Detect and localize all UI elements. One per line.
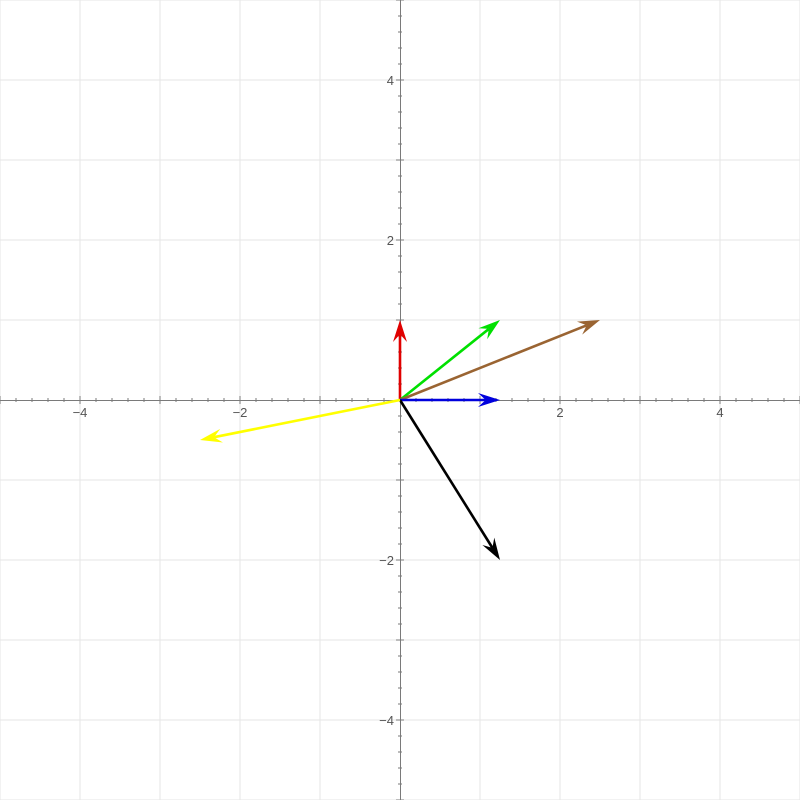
- vector-arrowhead: [393, 320, 407, 342]
- vector-4: [400, 393, 500, 407]
- vector-shaft: [399, 327, 490, 402]
- x-tick-label: 2: [556, 405, 563, 420]
- x-tick-label: −2: [233, 405, 248, 420]
- vector-5: [398, 399, 500, 560]
- vector-3: [399, 320, 600, 402]
- x-tick-label: 4: [716, 405, 723, 420]
- vector-6: [200, 398, 401, 443]
- vectors: [200, 320, 600, 560]
- vector-shaft: [398, 399, 494, 549]
- y-tick-label: 4: [387, 73, 394, 88]
- vector-shaft: [213, 398, 401, 439]
- x-tick-label: −4: [73, 405, 88, 420]
- vector-1: [393, 320, 407, 400]
- vector-arrowhead: [478, 393, 500, 407]
- vector-2: [399, 320, 500, 402]
- vector-arrowhead: [482, 537, 500, 560]
- vector-shaft: [399, 324, 588, 402]
- vector-arrowhead: [478, 320, 500, 340]
- tick-labels: −4 −2 2 4 −4 −2 2 4: [73, 73, 724, 728]
- y-tick-label: −4: [379, 713, 394, 728]
- vector-arrowhead: [576, 320, 600, 335]
- y-tick-label: 2: [387, 233, 394, 248]
- y-tick-label: −2: [379, 553, 394, 568]
- vector-arrowhead: [200, 428, 223, 443]
